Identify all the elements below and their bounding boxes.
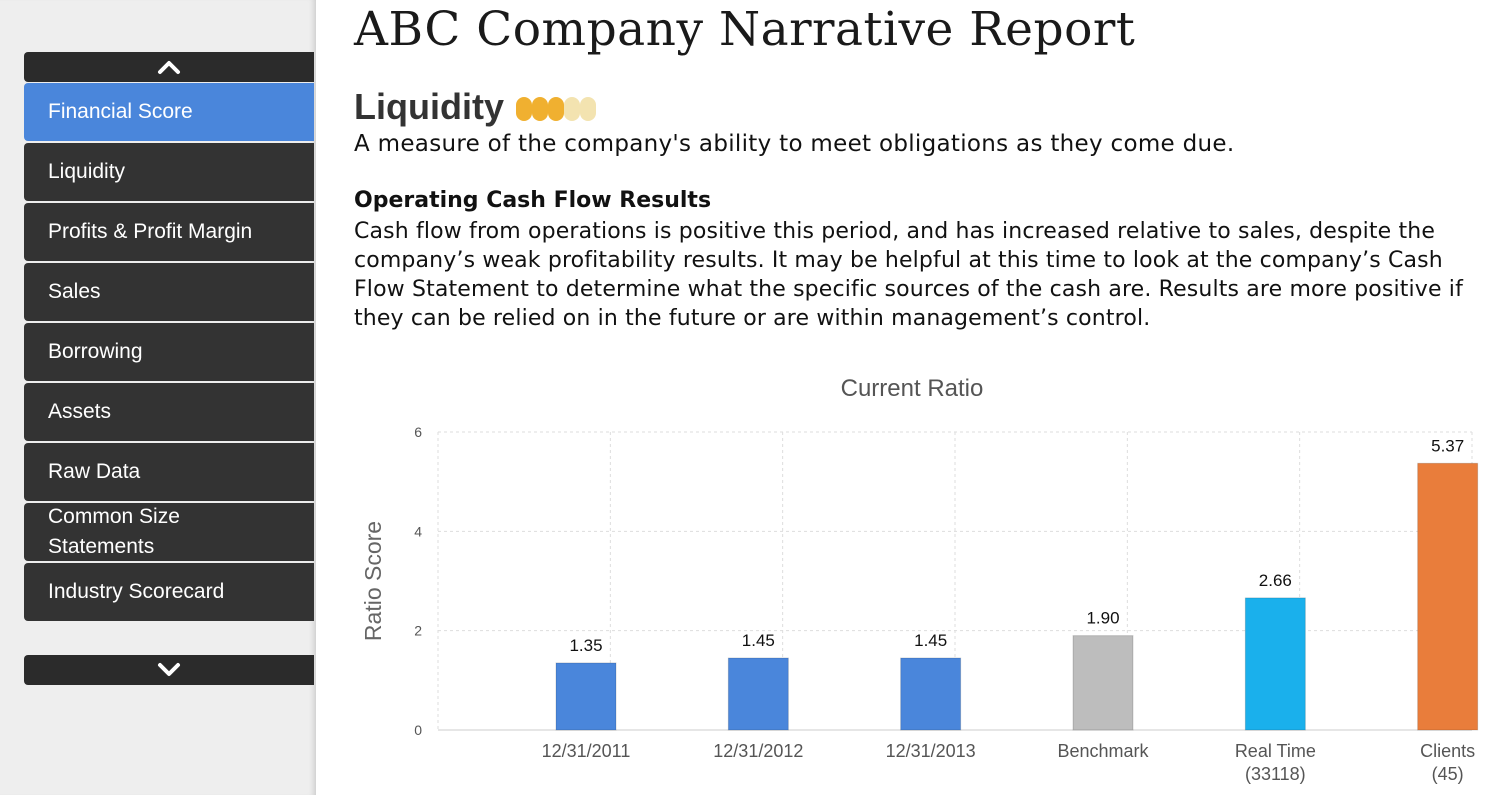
sidebar-item-label: Raw Data	[48, 460, 141, 483]
sidebar-item-label: Sales	[48, 280, 101, 303]
score-dot	[563, 97, 580, 121]
sidebar-item-label: Common Size Statements	[48, 505, 180, 558]
bar-value-label: 5.37	[1431, 436, 1464, 455]
score-dot	[515, 97, 532, 121]
chart-title: Current Ratio	[841, 375, 984, 402]
bar-5	[1417, 462, 1479, 731]
chevron-up-icon	[158, 61, 180, 74]
x-tick-label: Clients	[1420, 741, 1475, 761]
sidebar-item-sales[interactable]: Sales	[24, 263, 314, 321]
bar-value-label: 2.66	[1259, 571, 1292, 590]
score-dot	[579, 97, 596, 121]
score-dot	[531, 97, 548, 121]
sidebar-scroll-down-button[interactable]	[24, 655, 314, 685]
sidebar-item-label: Financial Score	[48, 100, 193, 123]
bar-2	[900, 657, 962, 731]
subsection-body: Cash flow from operations is positive th…	[354, 219, 1463, 331]
current-ratio-chart: Current Ratio Ratio Score 0 2 4 6 1.35 12/31/20…	[354, 368, 1484, 795]
x-tick-label: 12/31/2013	[886, 741, 976, 761]
bar-0	[555, 662, 617, 731]
y-tick-label: 6	[414, 424, 422, 440]
bar-value-label: 1.45	[914, 631, 947, 650]
y-axis-label: Ratio Score	[360, 521, 386, 641]
x-tick-label: 12/31/2012	[713, 741, 803, 761]
bar-value-label: 1.45	[742, 631, 775, 650]
sidebar-item-label: Profits & Profit Margin	[48, 220, 253, 243]
x-tick-label: 12/31/2011	[542, 741, 631, 761]
report-title: ABC Company Narrative Report	[354, 2, 1136, 57]
subsection-title: Operating Cash Flow Results	[354, 188, 712, 213]
sidebar-nav: Financial Score Liquidity Profits & Profit…	[24, 83, 314, 623]
sidebar-scroll-up-button[interactable]	[24, 52, 314, 82]
score-dot	[547, 97, 564, 121]
bar-4	[1244, 597, 1306, 731]
sidebar-item-profits-and-profit-margin[interactable]: Profits & Profit Margin	[24, 203, 314, 261]
x-tick-label: (45)	[1432, 764, 1464, 784]
score-indicator	[515, 97, 596, 121]
sidebar-item-industry-scorecard[interactable]: Industry Scorecard	[24, 563, 314, 621]
sidebar-item-financial-score[interactable]: Financial Score	[24, 83, 314, 141]
sidebar-item-assets[interactable]: Assets	[24, 383, 314, 441]
bar-1	[727, 657, 789, 731]
sidebar-item-borrowing[interactable]: Borrowing	[24, 323, 314, 381]
sidebar: Financial Score Liquidity Profits & Profit…	[0, 0, 316, 795]
y-tick-label: 0	[414, 722, 422, 738]
section-title: Liquidity	[354, 86, 504, 127]
sidebar-item-label: Assets	[48, 400, 112, 423]
section-header: Liquidity	[354, 86, 596, 128]
sidebar-item-common-size-statements[interactable]: Common Size Statements	[24, 503, 314, 561]
x-tick-label: Benchmark	[1057, 741, 1149, 761]
y-tick-label: 4	[414, 523, 422, 539]
bar-value-label: 1.90	[1086, 609, 1119, 628]
sidebar-item-liquidity[interactable]: Liquidity	[24, 143, 314, 201]
sidebar-item-label: Borrowing	[48, 340, 143, 363]
bar-3	[1072, 635, 1134, 731]
sidebar-item-raw-data[interactable]: Raw Data	[24, 443, 314, 501]
bar-value-label: 1.35	[569, 636, 602, 655]
x-tick-label: Real Time	[1235, 741, 1316, 761]
sidebar-item-label: Industry Scorecard	[48, 580, 225, 603]
chevron-down-icon	[158, 663, 180, 676]
chart-svg: Current Ratio Ratio Score 0 2 4 6 1.35 12/31/20…	[360, 375, 1479, 784]
x-tick-label: (33118)	[1245, 764, 1306, 784]
y-tick-label: 2	[414, 623, 422, 639]
sidebar-item-label: Liquidity	[48, 160, 126, 183]
section-description: A measure of the company's ability to me…	[354, 131, 1235, 157]
